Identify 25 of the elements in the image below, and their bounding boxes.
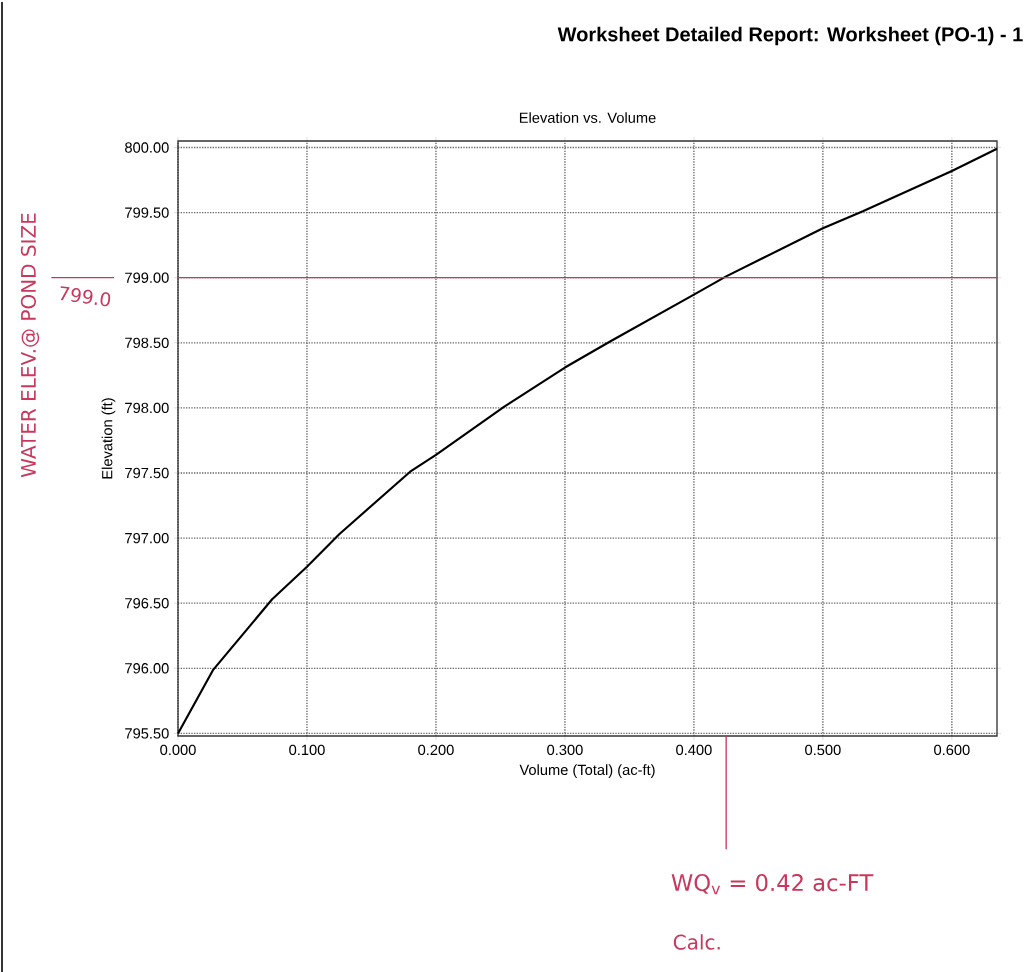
y-tick-label: 797.00 [125,532,169,544]
text: WATER ELEV.@ POND SIZE [20,213,40,478]
x-axis-title: Volume (Total) (ac-ft) [519,764,655,778]
x-tick-label: 0.200 [418,744,454,756]
ref-line-label: WQ$_{v}$ = 0.42 ac-FT [671,874,874,895]
text: Calc. [673,934,720,950]
y-axis-title: Elevation (ft) [101,398,116,479]
x-tick-label: 0.500 [805,744,841,756]
y-tick-label: 796.50 [125,598,169,609]
x-tick-label: 0.600 [934,744,970,756]
x-tick-label: 0.300 [547,744,583,756]
x-tick-label: 0.000 [160,744,196,756]
y-tick-label: 799.50 [125,207,169,218]
y-tick-label: 798.50 [125,337,169,348]
y-tick-label: 796.00 [125,663,169,674]
y-tick-label: 795.50 [125,728,169,739]
y-tick-label: 800.00 [125,142,169,153]
y-tick-label: 799.00 [125,272,169,283]
x-tick-label: 0.400 [676,744,712,756]
legend-label: 799.0 [60,286,111,307]
y-tick-label: 798.00 [125,402,169,414]
x-tick-label: 0.100 [289,744,325,756]
chart-subtitle: Elevation vs. Volume [519,112,656,123]
y-tick-label: 797.50 [125,467,169,479]
chart-title: Worksheet Detailed Report: Worksheet (PO-1) - 1 [557,26,1023,46]
